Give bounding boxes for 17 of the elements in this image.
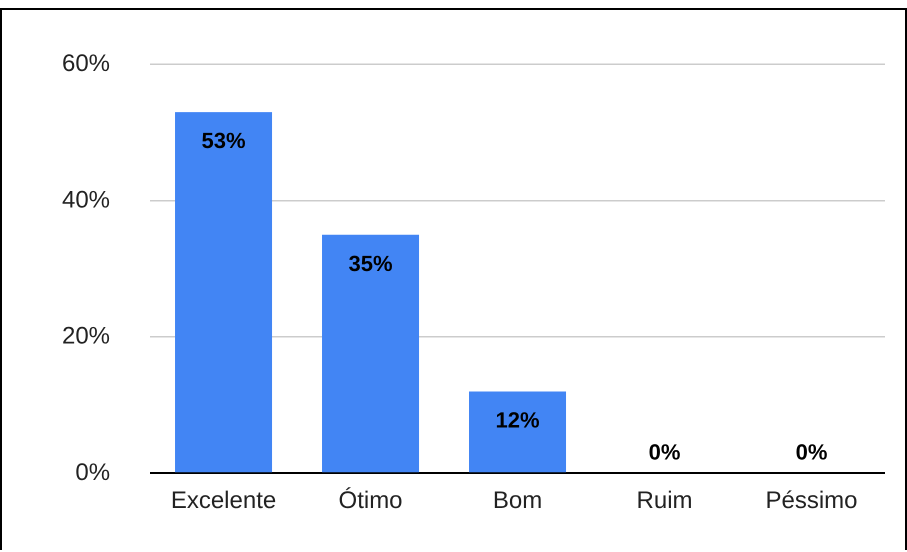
y-tick-label: 60% <box>62 50 110 78</box>
data-label: 53% <box>202 128 246 154</box>
x-tick-label: Ótimo <box>338 487 403 514</box>
bar <box>469 391 566 472</box>
data-label: 0% <box>648 439 680 464</box>
data-label: 0% <box>796 439 828 464</box>
y-tick-label: 20% <box>62 322 110 350</box>
bar <box>175 112 272 472</box>
x-tick-label: Péssimo <box>765 487 858 514</box>
data-label: 35% <box>348 250 393 276</box>
bar <box>322 234 420 472</box>
y-tick-label: 0% <box>75 458 110 486</box>
x-tick-label: Ruim <box>636 487 693 514</box>
x-tick-label: Bom <box>492 487 542 514</box>
x-tick-label: Excelente <box>170 487 276 514</box>
y-tick-label: 40% <box>62 186 110 214</box>
data-label: 12% <box>495 408 540 433</box>
